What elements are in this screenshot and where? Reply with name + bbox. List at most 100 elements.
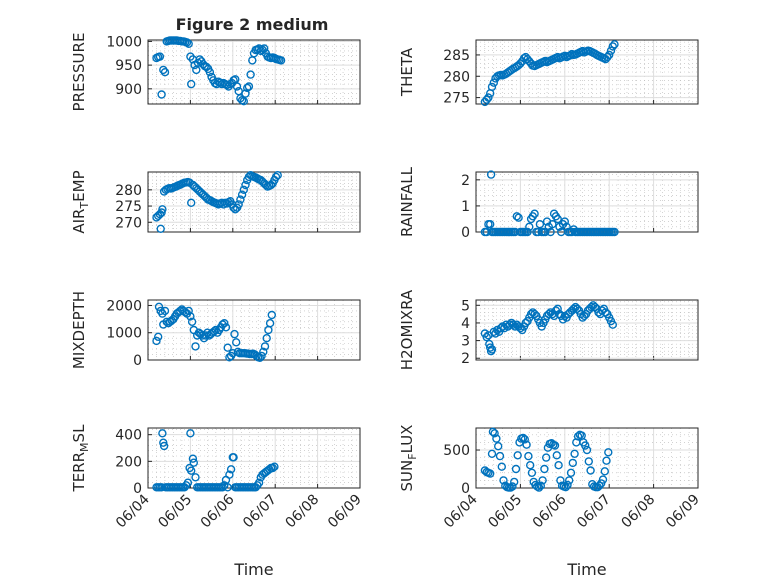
data-point — [487, 345, 497, 354]
data-point — [587, 302, 596, 312]
series-sun-flux — [480, 427, 613, 492]
data-point — [486, 170, 496, 179]
data-point — [489, 78, 498, 87]
data-point — [606, 46, 616, 55]
data-point — [237, 190, 247, 199]
series-terr-msl — [152, 429, 279, 492]
data-point — [538, 476, 547, 485]
data-point — [234, 200, 243, 209]
data-point — [595, 481, 604, 490]
figure-title: Figure 2 medium — [176, 15, 329, 34]
data-point — [550, 441, 560, 450]
y-tick-label: 280 — [443, 69, 470, 85]
y-tick-label: 0 — [461, 481, 470, 497]
data-point — [508, 482, 517, 491]
data-point — [257, 351, 266, 361]
data-point — [270, 462, 279, 471]
y-tick-label: 1000 — [106, 326, 142, 342]
data-point — [513, 451, 522, 460]
series-pressure — [152, 36, 286, 106]
series-mixdepth — [152, 302, 276, 362]
data-point — [191, 473, 200, 482]
data-point — [600, 467, 609, 476]
axes-rainfall: 0 1 2 RAINFALL — [398, 166, 699, 241]
data-point — [535, 219, 545, 229]
data-point — [494, 442, 503, 451]
y-tick-label: 5 — [461, 298, 470, 314]
data-point — [184, 306, 193, 316]
data-point — [497, 462, 506, 471]
data-point — [573, 432, 583, 441]
data-point — [221, 323, 231, 332]
data-point — [260, 44, 269, 53]
data-point — [186, 79, 196, 89]
y-tick-label: 400 — [115, 428, 142, 444]
data-point — [544, 309, 553, 319]
data-point — [183, 478, 193, 487]
y-axis-label: PRESSURE — [70, 33, 88, 112]
data-point — [175, 306, 185, 316]
data-point — [552, 451, 561, 460]
data-point — [160, 67, 170, 77]
data-point — [605, 50, 614, 60]
data-point — [490, 429, 499, 438]
data-point — [184, 39, 193, 48]
data-point — [524, 451, 533, 461]
data-point — [546, 227, 555, 237]
data-point — [157, 90, 166, 99]
data-point — [526, 309, 536, 319]
y-axis-label: AIRTEMP — [70, 170, 91, 233]
data-point — [230, 329, 239, 339]
y-axis-label: H2OMIXRA — [398, 289, 416, 370]
series-air-temp — [152, 170, 282, 234]
data-point — [236, 195, 245, 204]
data-point — [522, 440, 531, 449]
data-point — [518, 433, 528, 443]
data-point — [259, 347, 268, 356]
data-point — [556, 476, 565, 485]
data-point — [189, 458, 199, 467]
y-tick-label: 275 — [115, 199, 142, 215]
data-point — [268, 463, 277, 473]
data-point — [229, 453, 238, 462]
y-tick-label: 0 — [461, 225, 470, 241]
series-h2omixra — [480, 301, 617, 356]
axes-frame — [475, 299, 699, 361]
data-point — [602, 456, 611, 465]
data-point — [187, 317, 197, 326]
y-tick-label: 3 — [461, 334, 470, 350]
data-point — [239, 96, 249, 106]
data-point — [553, 214, 562, 224]
data-point — [488, 427, 498, 436]
data-point — [225, 470, 234, 479]
data-point — [186, 312, 195, 321]
data-point — [509, 320, 518, 329]
y-tick-label: 200 — [115, 454, 142, 470]
data-point — [231, 338, 241, 347]
y-tick-label: 2 — [461, 351, 470, 367]
y-tick-label: 950 — [115, 58, 142, 74]
data-point — [540, 464, 549, 474]
data-point — [254, 478, 264, 487]
data-point — [486, 469, 495, 478]
series-rainfall — [480, 170, 619, 237]
data-point — [610, 227, 619, 237]
data-point — [262, 334, 271, 343]
data-point — [255, 353, 265, 362]
y-tick-label: 270 — [115, 215, 142, 231]
y-tick-label: 1000 — [106, 34, 142, 50]
data-point — [495, 451, 505, 461]
data-point — [484, 93, 493, 102]
axes-h2omixra: 23 4 5 H2OMIXRA — [398, 289, 699, 370]
data-point — [514, 213, 523, 222]
data-point — [523, 227, 532, 237]
data-point — [486, 219, 495, 229]
data-point — [186, 198, 196, 208]
y-axis-label: SUNFLUX — [398, 425, 419, 492]
data-point — [158, 429, 167, 438]
data-point — [191, 342, 200, 351]
data-point — [608, 320, 617, 329]
axes-frame — [147, 39, 361, 105]
y-tick-label: 285 — [443, 48, 470, 64]
